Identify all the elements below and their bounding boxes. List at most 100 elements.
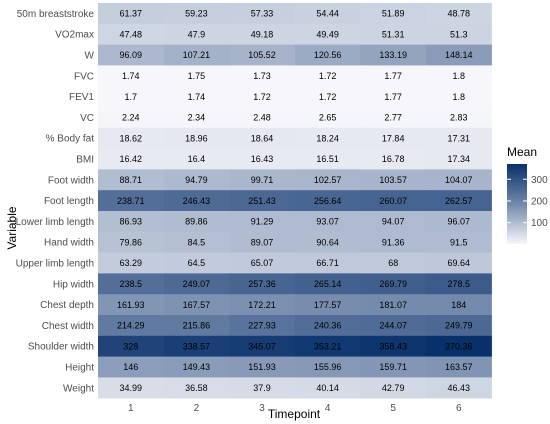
cell-value-label: 227.93 [248, 321, 276, 331]
cell-value-label: 172.21 [248, 300, 276, 310]
heatmap-cell [294, 169, 361, 191]
cell-value-label: 51.31 [382, 29, 405, 39]
cell-value-label: 2.34 [188, 113, 206, 123]
cell-value-label: 238.5 [120, 279, 143, 289]
cell-value-label: 215.86 [183, 321, 211, 331]
cell-value-label: 244.07 [379, 321, 407, 331]
y-tick-label: Chest width [42, 321, 94, 332]
heatmap-cell [294, 315, 361, 337]
heatmap-cell-labels: 61.37 59.23 57.33 54.44 51.89 48.78 47.48 47.9 4… [117, 9, 473, 393]
cell-value-label: 48.78 [448, 9, 471, 19]
cell-value-label: 1.77 [384, 71, 402, 81]
y-tick-label: Lower limb length [16, 217, 94, 228]
cell-value-label: 1.7 [125, 92, 138, 102]
heatmap-cell [229, 23, 296, 45]
heatmap-cell [426, 252, 492, 274]
heatmap-cell [163, 148, 230, 170]
cell-value-label: 91.5 [450, 237, 468, 247]
heatmap-cell [163, 65, 230, 87]
y-axis-title: Variable [5, 206, 19, 249]
cell-value-label: 1.74 [188, 92, 206, 102]
cell-value-label: 1.8 [453, 92, 466, 102]
cell-value-label: 1.8 [453, 71, 466, 81]
cell-value-label: 146 [123, 362, 138, 372]
heatmap-cell [229, 273, 296, 295]
cell-value-label: 42.79 [382, 383, 405, 393]
heatmap-cell [360, 148, 427, 170]
heatmap-cell [229, 377, 296, 399]
y-tick-label: Upper limb length [16, 259, 94, 270]
cell-value-label: 133.19 [379, 50, 407, 60]
heatmap-cell [229, 148, 296, 170]
cell-value-label: 65.07 [251, 258, 274, 268]
heatmap-cell [229, 335, 296, 357]
cell-value-label: 16.51 [316, 154, 339, 164]
heatmap-cell [229, 107, 296, 129]
cell-value-label: 249.79 [445, 321, 473, 331]
cell-value-label: 353.21 [314, 341, 342, 351]
cell-value-label: 184 [451, 300, 466, 310]
heatmap-cell [98, 252, 164, 274]
cell-value-label: 1.73 [253, 71, 271, 81]
y-tick-label: Weight [63, 383, 94, 394]
cell-value-label: 2.48 [253, 113, 271, 123]
legend-colorbar [507, 164, 527, 244]
cell-value-label: 214.29 [117, 321, 145, 331]
y-tick-label: Foot length [44, 196, 94, 207]
heatmap-cell [229, 3, 296, 25]
cell-value-label: 89.86 [185, 217, 208, 227]
heatmap-cell [426, 315, 492, 337]
heatmap-cell [229, 211, 296, 233]
heatmap-cell [426, 3, 492, 25]
cell-value-label: 1.77 [384, 92, 402, 102]
y-tick-label: Height [65, 363, 94, 374]
cell-value-label: 345.07 [248, 341, 276, 351]
heatmap-cell [360, 356, 427, 378]
cell-value-label: 51.3 [450, 29, 468, 39]
cell-value-label: 1.75 [188, 71, 206, 81]
y-tick-label: VC [80, 113, 94, 124]
heatmap-cell [426, 148, 492, 170]
cell-value-label: 91.29 [251, 217, 274, 227]
cell-value-label: 47.48 [120, 29, 143, 39]
cell-value-label: 96.09 [120, 50, 143, 60]
cell-value-label: 18.62 [120, 133, 143, 143]
cell-value-label: 46.43 [448, 383, 471, 393]
cell-value-label: 269.79 [379, 279, 407, 289]
heatmap-cell [163, 252, 230, 274]
heatmap-cell [98, 44, 164, 66]
heatmap-cell [294, 294, 361, 316]
cell-value-label: 151.93 [248, 362, 276, 372]
heatmap-cell [360, 377, 427, 399]
legend-title: Mean [507, 145, 537, 159]
cell-value-label: 265.14 [314, 279, 342, 289]
color-legend: Mean 100 200 300 [507, 145, 548, 244]
heatmap-cell [360, 65, 427, 87]
heatmap-cell [294, 127, 361, 149]
heatmap-cell [229, 169, 296, 191]
heatmap-cell [98, 3, 164, 25]
heatmap-cell [426, 335, 492, 357]
heatmap-cell [426, 44, 492, 66]
heatmap-cell [98, 23, 164, 45]
heatmap-cell [229, 86, 296, 108]
heatmap-cell [426, 273, 492, 295]
heatmap-cell [360, 190, 427, 212]
cell-value-label: 17.31 [448, 133, 471, 143]
heatmap-cell [98, 335, 164, 357]
heatmap-cell [163, 3, 230, 25]
cell-value-label: 54.44 [316, 9, 339, 19]
cell-value-label: 91.36 [382, 237, 405, 247]
y-tick-label: 50m breaststroke [17, 9, 95, 20]
heatmap-cell [426, 294, 492, 316]
heatmap-cell [229, 252, 296, 274]
heatmap-cell [98, 169, 164, 191]
y-tick-label: Chest depth [40, 300, 94, 311]
heatmap-cells [98, 3, 492, 399]
heatmap-cell [163, 377, 230, 399]
heatmap-cell [163, 169, 230, 191]
cell-value-label: 37.9 [253, 383, 271, 393]
cell-value-label: 107.21 [183, 50, 211, 60]
cell-value-label: 47.9 [188, 29, 206, 39]
cell-value-label: 18.24 [316, 133, 339, 143]
